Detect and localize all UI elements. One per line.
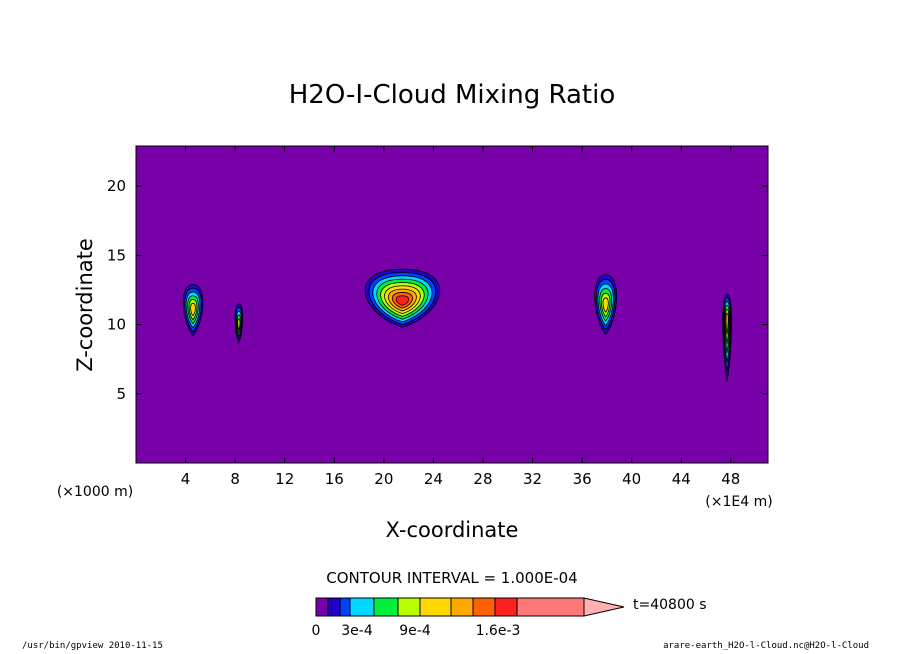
contour-level-6 <box>602 297 609 313</box>
colorbar-swatch <box>315 597 329 617</box>
contour-level-6 <box>190 302 196 317</box>
x-tick-label: 44 <box>672 470 691 488</box>
cloud-feature-4 <box>594 274 617 335</box>
y-axis-label: Z-coordinate <box>73 238 97 372</box>
y-tick-label: 10 <box>107 316 126 334</box>
colorbar-swatch <box>450 597 474 617</box>
colorbar-labels: 0 3e-4 9e-4 1.6e-3 <box>312 623 521 639</box>
x-tick-label: 36 <box>573 470 592 488</box>
time-label: t=40800 s <box>633 597 707 613</box>
chart-title: H2O-I-Cloud Mixing Ratio <box>289 80 616 110</box>
cloud-feature-5 <box>722 293 732 382</box>
plot-area <box>136 146 768 463</box>
colorbar-swatch <box>397 597 421 617</box>
x-tick-label: 32 <box>523 470 542 488</box>
x-tick-label: 8 <box>230 470 240 488</box>
colorbar-swatch <box>494 597 518 617</box>
x-axis-label: X-coordinate <box>386 518 519 542</box>
x-units-right: (×1E4 m) <box>705 494 772 510</box>
x-axis: 4 8 12 16 20 24 28 32 36 40 44 48 <box>181 146 740 488</box>
x-tick-label: 24 <box>424 470 443 488</box>
y-tick-label: 15 <box>107 246 126 264</box>
colorbar-swatch <box>373 597 399 617</box>
footer-right: arare-earth_H2O-l-Cloud.nc@H2O-l-Cloud <box>663 641 869 651</box>
colorbar-label: 0 <box>312 623 321 639</box>
colorbar-swatch <box>419 597 452 617</box>
contour-features <box>182 268 732 382</box>
contour-level-9 <box>395 295 410 306</box>
y-tick-label: 5 <box>116 385 126 403</box>
x-units-left: (×1000 m) <box>57 484 133 500</box>
contour-interval-text: CONTOUR INTERVAL = 1.000E-04 <box>326 569 577 587</box>
colorbar-swatch <box>516 597 585 617</box>
colorbar-swatch <box>327 597 341 617</box>
x-tick-label: 20 <box>374 470 393 488</box>
cloud-feature-3 <box>364 268 441 328</box>
x-tick-label: 40 <box>622 470 641 488</box>
y-tick-label: 20 <box>107 177 126 195</box>
y-axis: 5 10 15 20 <box>107 177 768 403</box>
colorbar-label: 9e-4 <box>399 623 431 639</box>
colorbar-swatch <box>339 597 351 617</box>
x-tick-label: 48 <box>721 470 740 488</box>
x-tick-label: 4 <box>181 470 191 488</box>
contour-level-5 <box>237 318 241 331</box>
colorbar-swatch <box>472 597 496 617</box>
colorbar-swatch <box>349 597 375 617</box>
x-tick-label: 12 <box>275 470 294 488</box>
contour-level-6 <box>725 312 729 335</box>
x-tick-label: 16 <box>325 470 344 488</box>
plot-frame <box>135 145 769 464</box>
cloud-feature-2 <box>234 303 244 344</box>
footer-left: /usr/bin/gpview 2010-11-15 <box>22 641 163 651</box>
cloud-feature-1 <box>182 284 204 337</box>
x-tick-label: 28 <box>473 470 492 488</box>
colorbar-arrow <box>583 597 625 617</box>
colorbar-label: 3e-4 <box>341 623 373 639</box>
colorbar-label: 1.6e-3 <box>476 623 521 639</box>
colorbar <box>315 597 625 617</box>
